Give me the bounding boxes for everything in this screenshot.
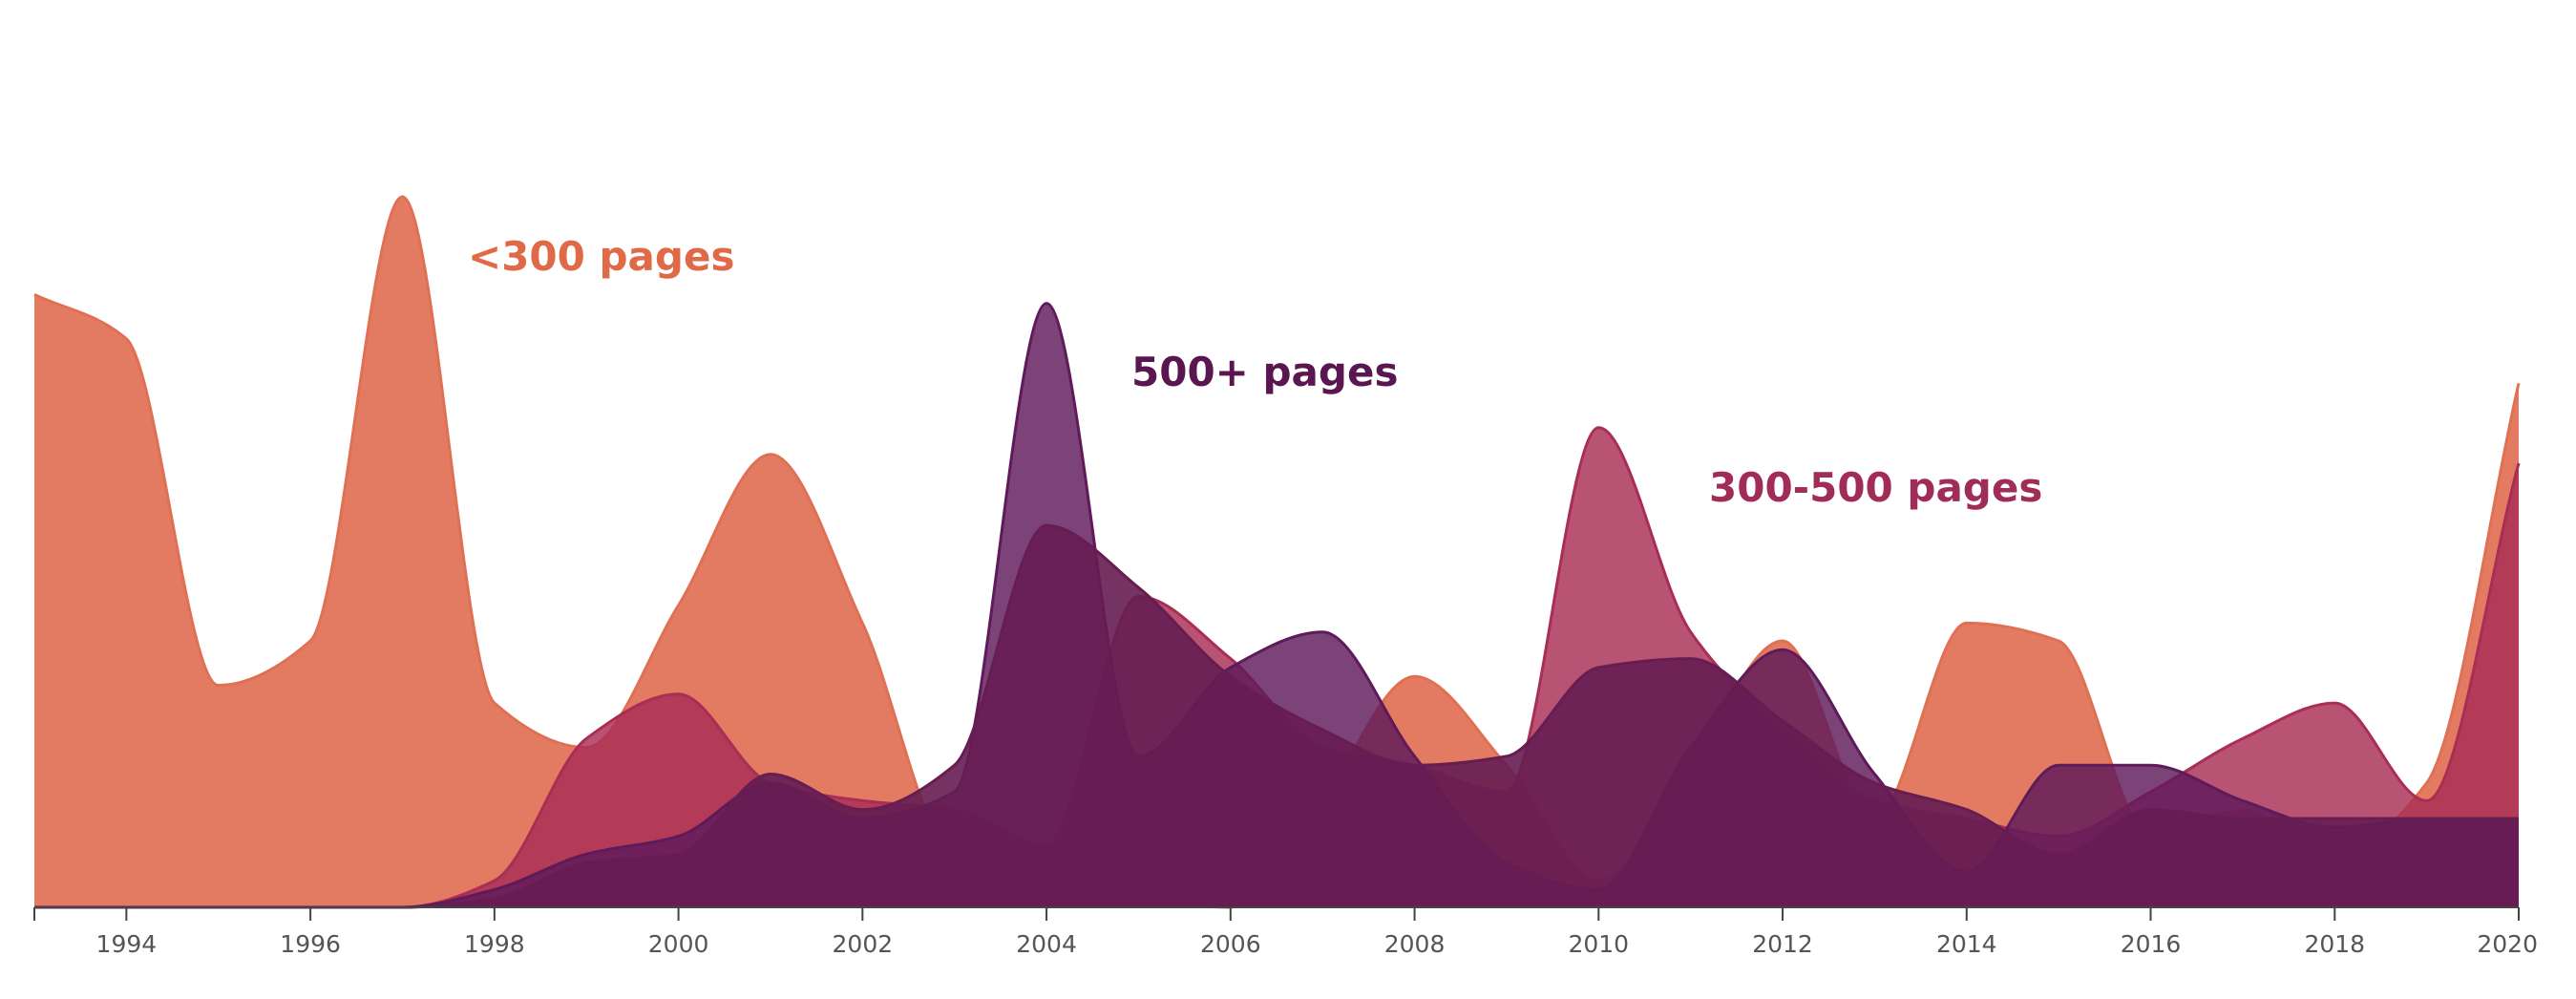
x-tick-label: 2006 — [1200, 930, 1261, 958]
line-500-plus-pages — [33, 302, 2519, 909]
line-all-pages-overlay — [33, 523, 2519, 909]
x-tick-label: 2002 — [833, 930, 894, 958]
x-tick-label: 2010 — [1568, 930, 1629, 958]
series-label-500-plus-pages: 500+ pages — [1131, 349, 1398, 395]
x-tick-label: 2008 — [1384, 930, 1446, 958]
area-all-pages-overlay — [34, 525, 2519, 907]
x-tick-label: 2014 — [1936, 930, 1997, 958]
x-tick-label: 2018 — [2304, 930, 2365, 958]
x-tick-label: 1994 — [96, 930, 158, 958]
x-tick-label: 1998 — [464, 930, 525, 958]
series-label-under-300-pages: <300 pages — [468, 233, 734, 280]
x-tick-label: 2000 — [648, 930, 709, 958]
series-labels: <300 pages 300-500 pages 500+ pages — [468, 233, 2042, 511]
x-tick-label: 1996 — [280, 930, 341, 958]
area-layer — [33, 195, 2521, 909]
x-tick-label: 2016 — [2121, 930, 2182, 958]
x-axis: 1994 1996 1998 2000 2002 2004 2006 2008 2010 2012… — [33, 906, 2538, 958]
series-label-300-500-pages: 300-500 pages — [1709, 464, 2042, 511]
x-tick-label: 2020 — [2477, 930, 2538, 958]
x-tick-label: 2012 — [1752, 930, 1813, 958]
x-tick-label: 2004 — [1016, 930, 1077, 958]
area-300-500-pages — [34, 427, 2519, 907]
